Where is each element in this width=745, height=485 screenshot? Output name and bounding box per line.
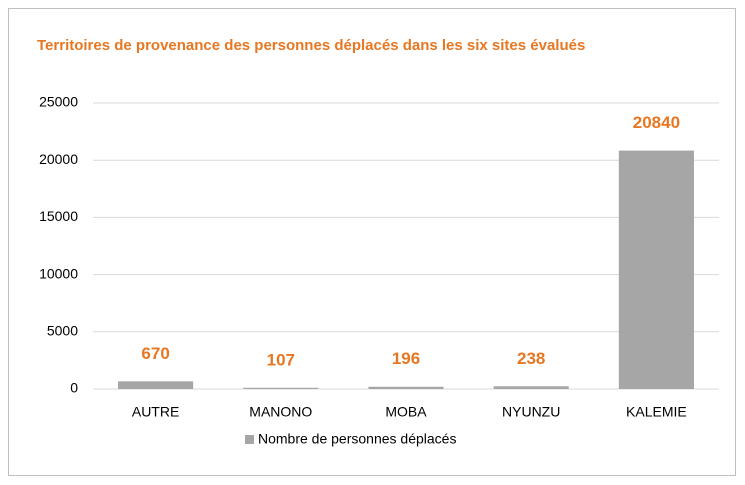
- x-tick-label: MOBA: [385, 404, 427, 420]
- data-label: 238: [517, 349, 545, 368]
- data-label: 670: [141, 344, 169, 363]
- x-tick-label: NYUNZU: [502, 404, 560, 420]
- y-tick-label: 0: [70, 380, 78, 396]
- y-tick-label: 10000: [39, 265, 78, 281]
- bar: [118, 381, 194, 389]
- x-tick-label: KALEMIE: [626, 404, 687, 420]
- legend-swatch: [245, 435, 254, 444]
- chart-title: Territoires de provenance des personnes …: [37, 37, 586, 54]
- data-label: 196: [392, 349, 420, 368]
- x-tick-label: MANONO: [249, 404, 312, 420]
- bar: [368, 386, 444, 389]
- x-tick-label: AUTRE: [132, 404, 179, 420]
- bar: [243, 387, 319, 389]
- y-tick-label: 25000: [39, 94, 78, 110]
- legend-label: Nombre de personnes déplacés: [258, 431, 456, 447]
- bar: [493, 386, 569, 389]
- bar: [618, 150, 694, 389]
- y-tick-label: 20000: [39, 151, 78, 167]
- y-tick-label: 15000: [39, 208, 78, 224]
- data-label: 107: [267, 350, 295, 369]
- data-label: 20840: [633, 113, 680, 132]
- chart-frame: [8, 8, 736, 476]
- y-tick-label: 5000: [47, 323, 78, 339]
